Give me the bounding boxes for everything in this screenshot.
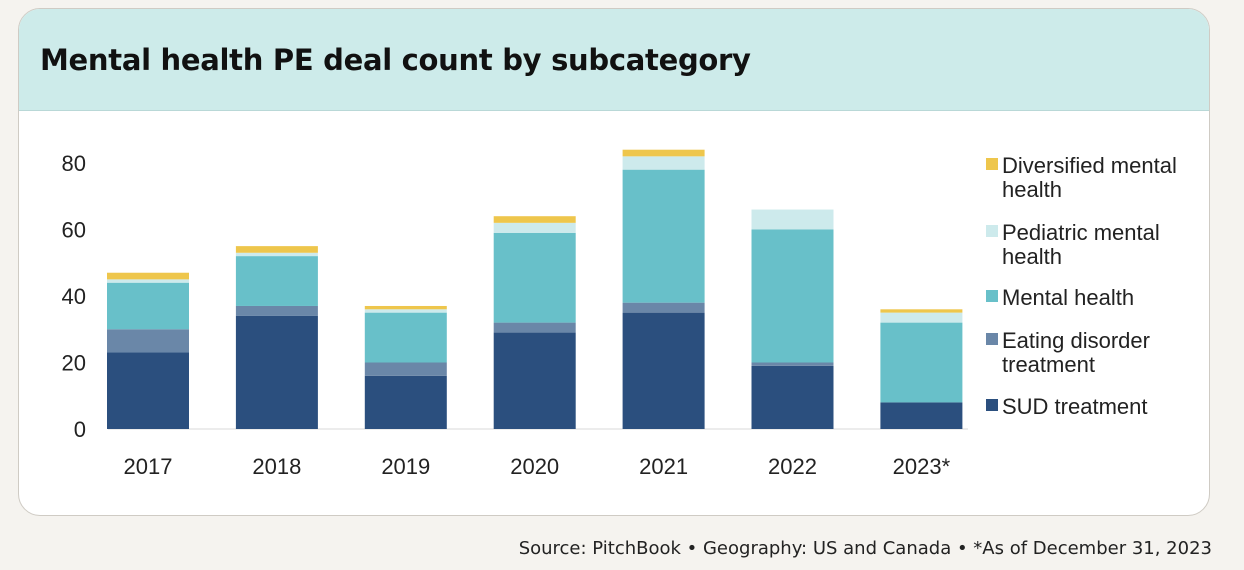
- bar-segment: [364, 375, 447, 429]
- bar-segment: [107, 329, 189, 353]
- bar-segment: [751, 209, 834, 230]
- x-tick-label: 2022: [768, 454, 817, 479]
- bar-segment: [622, 169, 705, 303]
- y-tick-label: 60: [62, 218, 86, 243]
- bar-segment: [364, 362, 447, 376]
- bar-segment: [880, 402, 963, 429]
- bar-segment: [880, 309, 963, 313]
- bar-segment: [235, 246, 318, 253]
- x-tick-label: 2017: [124, 454, 173, 479]
- y-tick-label: 40: [62, 284, 86, 309]
- bar-segment: [235, 252, 318, 257]
- y-tick-label: 0: [74, 417, 86, 442]
- legend-label: Mental health: [1002, 285, 1134, 310]
- bar-segment: [493, 322, 576, 333]
- bar-segment: [364, 305, 447, 310]
- legend-label: treatment: [1002, 352, 1095, 377]
- chart-card: Mental health PE deal count by subcatego…: [18, 8, 1210, 516]
- x-tick-label: 2019: [381, 454, 430, 479]
- legend-label: Pediatric mental: [1002, 220, 1160, 245]
- source-note: Source: PitchBook • Geography: US and Ca…: [518, 538, 1212, 559]
- legend-swatch: [986, 333, 998, 345]
- legend-label: SUD treatment: [1002, 394, 1148, 419]
- bar-segment: [622, 149, 705, 157]
- legend-label: Eating disorder: [1002, 328, 1150, 353]
- bar-segment: [364, 312, 447, 363]
- bar-segment: [107, 352, 189, 429]
- bar-segment: [235, 305, 318, 316]
- legend-swatch: [986, 158, 998, 170]
- x-tick-label: 2020: [510, 454, 559, 479]
- bar-segment: [880, 312, 963, 323]
- legend-label: health: [1002, 177, 1062, 202]
- bar-segment: [622, 312, 705, 429]
- legend-swatch: [986, 225, 998, 237]
- bar-segment: [880, 322, 963, 403]
- bar-segment: [493, 332, 576, 429]
- x-tick-label: 2023*: [893, 454, 951, 479]
- bar-segment: [235, 315, 318, 429]
- y-tick-label: 80: [62, 151, 86, 176]
- bar-segment: [364, 309, 447, 313]
- bar-segment: [622, 302, 705, 313]
- bar-segment: [751, 229, 834, 363]
- legend-label: Diversified mental: [1002, 153, 1177, 178]
- x-tick-label: 2021: [639, 454, 688, 479]
- bar-segment: [493, 216, 576, 223]
- bar-segment: [622, 156, 705, 170]
- bar-segment: [493, 232, 576, 323]
- legend-swatch: [986, 399, 998, 411]
- x-tick-label: 2018: [252, 454, 301, 479]
- bar-segment: [107, 272, 189, 280]
- y-tick-label: 20: [62, 351, 86, 376]
- bar-segment: [493, 222, 576, 233]
- bar-segment: [107, 279, 189, 283]
- legend-swatch: [986, 290, 998, 302]
- legend-label: health: [1002, 244, 1062, 269]
- bar-segment: [751, 362, 834, 366]
- chart-header: Mental health PE deal count by subcatego…: [19, 9, 1209, 111]
- bar-segment: [107, 282, 189, 330]
- bar-segment: [235, 256, 318, 306]
- chart-title: Mental health PE deal count by subcatego…: [40, 43, 751, 77]
- bar-segment: [751, 365, 834, 429]
